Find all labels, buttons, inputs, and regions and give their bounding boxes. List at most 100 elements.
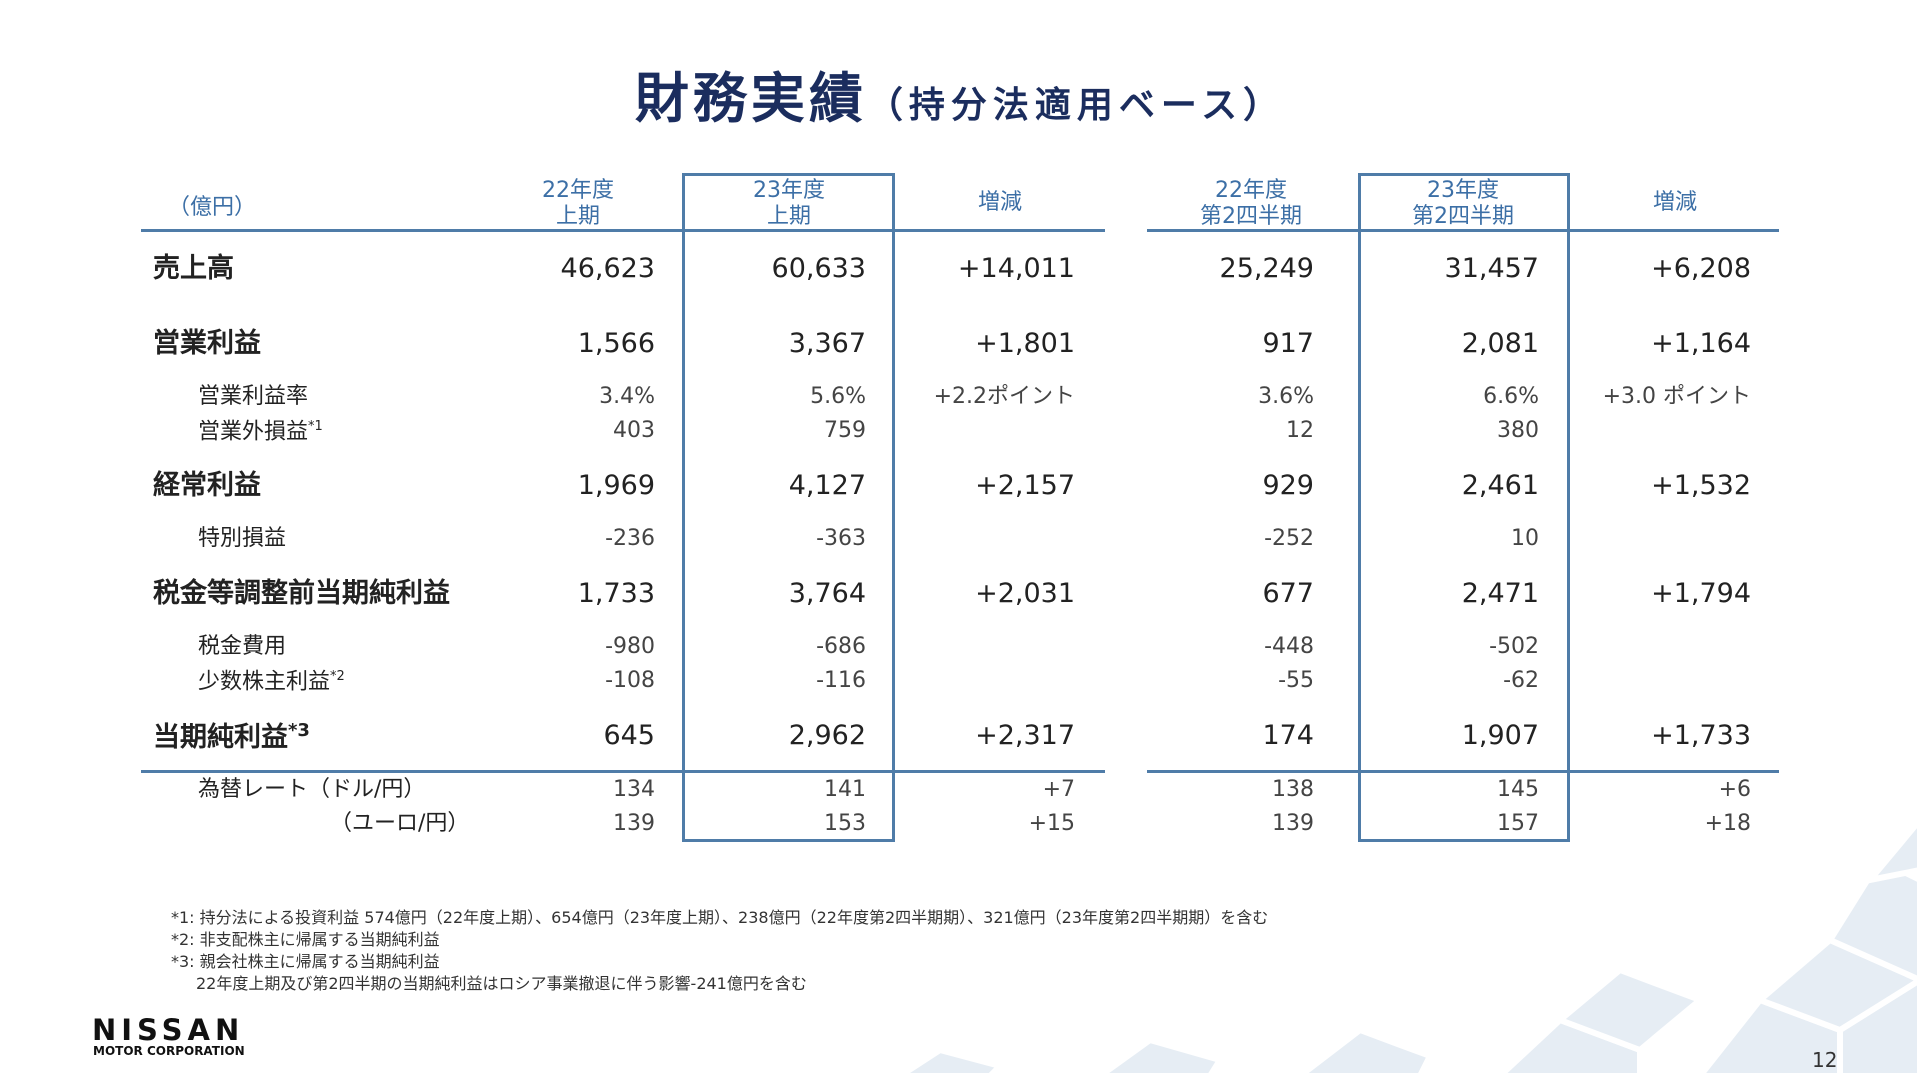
highlight-box <box>682 173 895 842</box>
cell: 139 <box>1272 811 1314 836</box>
column-header: 23年度 第2四半期 <box>1353 178 1573 230</box>
title-main: 財務実績 <box>634 67 867 130</box>
rate-rule <box>141 770 1105 773</box>
header-line: 22年度 <box>1215 178 1287 203</box>
cell: 153 <box>824 811 866 836</box>
cell: +3.0 ポイント <box>1602 384 1751 409</box>
rate-rule <box>1147 770 1779 773</box>
cell: 1,566 <box>577 327 655 359</box>
row-label: 当期純利益*3 <box>153 719 310 753</box>
cell: -502 <box>1489 634 1539 659</box>
cell: -252 <box>1264 526 1314 551</box>
cell: +2.2ポイント <box>933 384 1075 409</box>
cell: 677 <box>1262 577 1314 609</box>
cell: 141 <box>824 777 866 802</box>
header-line: 第2四半期 <box>1412 204 1514 229</box>
label-text: 経常利益 <box>153 469 261 501</box>
label-text: 営業外損益 <box>198 419 309 445</box>
row-label: 営業外損益*1 <box>198 420 323 443</box>
cell: +1,733 <box>1651 719 1751 751</box>
footnote: 22年度上期及び第2四半期の当期純利益はロシア事業撤退に伴う影響-241億円を含… <box>196 974 807 993</box>
row-label: 経常利益 <box>153 472 261 499</box>
cell: +2,031 <box>975 577 1075 609</box>
cell: 10 <box>1511 526 1539 551</box>
header-rule <box>141 229 1105 232</box>
subtitle: （持分法適用ベース） <box>866 85 1286 126</box>
cell: -116 <box>816 668 866 693</box>
row-label: 営業利益 <box>153 330 261 357</box>
column-header: 23年度 上期 <box>679 178 899 230</box>
label-text: 為替レート（ドル/円） <box>198 777 426 802</box>
cell: 403 <box>613 418 655 443</box>
cell: 2,962 <box>788 719 866 751</box>
header-line: 上期 <box>555 204 600 229</box>
cell: 174 <box>1262 719 1314 751</box>
cell: +6,208 <box>1651 252 1751 284</box>
cell: 2,081 <box>1461 327 1539 359</box>
cell: -363 <box>816 526 866 551</box>
header-line: 22年度 <box>542 178 614 203</box>
cell: 46,623 <box>560 252 655 284</box>
header-line: 23年度 <box>753 178 825 203</box>
cell: -236 <box>605 526 655 551</box>
unit: （億円） <box>168 195 257 220</box>
column-header: 増減 <box>1565 190 1785 216</box>
cell: +1,801 <box>975 327 1075 359</box>
header-rule <box>1147 229 1779 232</box>
label-text: 税金費用 <box>198 634 287 659</box>
cell: 145 <box>1497 777 1539 802</box>
cell: 2,461 <box>1461 469 1539 501</box>
row-label: 為替レート（ドル/円） <box>198 779 425 801</box>
header-line: 増減 <box>1652 190 1697 215</box>
label-text: 当期純利益 <box>153 721 288 753</box>
cell: +2,317 <box>975 719 1075 751</box>
row-label: 特別損益 <box>198 528 286 550</box>
label-text: 特別損益 <box>198 526 287 551</box>
note-mark: *2 <box>330 669 345 684</box>
cell: 31,457 <box>1444 252 1539 284</box>
cell: 1,969 <box>577 469 655 501</box>
cell: -55 <box>1278 668 1314 693</box>
header-line: 23年度 <box>1427 178 1499 203</box>
cell: 4,127 <box>788 469 866 501</box>
cell: +14,011 <box>957 252 1075 284</box>
cell: -980 <box>605 634 655 659</box>
footnote: *2: 非支配株主に帰属する当期純利益 <box>171 930 440 949</box>
logo-name: NISSAN <box>92 1013 245 1047</box>
label-text: 税金等調整前当期純利益 <box>153 577 450 609</box>
note-mark: *3 <box>288 719 310 741</box>
cell: +2,157 <box>975 469 1075 501</box>
cell: 2,471 <box>1461 577 1539 609</box>
cell: +6 <box>1718 777 1751 802</box>
note-mark: *1 <box>308 419 323 434</box>
highlight-box <box>1358 173 1570 842</box>
label-text: 少数株主利益 <box>198 669 331 695</box>
cell: 3.4% <box>599 384 655 409</box>
cell: 5.6% <box>810 384 866 409</box>
footnote: *3: 親会社株主に帰属する当期純利益 <box>171 952 440 971</box>
cell: 1,733 <box>577 577 655 609</box>
label-text: （ユーロ/円） <box>330 811 470 836</box>
header-line: 第2四半期 <box>1200 204 1302 229</box>
cell: 3.6% <box>1258 384 1314 409</box>
title: 財務実績（持分法適用ベース） <box>0 72 1920 126</box>
cell: +15 <box>1028 811 1075 836</box>
cell: 25,249 <box>1219 252 1314 284</box>
cell: 3,367 <box>788 327 866 359</box>
label-text: 営業利益率 <box>198 384 309 409</box>
cell: 157 <box>1497 811 1539 836</box>
row-label: 少数株主利益*2 <box>198 670 345 693</box>
cell: -108 <box>605 668 655 693</box>
cell: +18 <box>1704 811 1751 836</box>
footnote: *1: 持分法による投資利益 574億円（22年度上期）、654億円（23年度上… <box>171 908 1269 927</box>
column-header: 22年度 上期 <box>468 178 688 230</box>
cell: -686 <box>816 634 866 659</box>
cell: 60,633 <box>771 252 866 284</box>
cell: 380 <box>1497 418 1539 443</box>
cell: -448 <box>1264 634 1314 659</box>
row-label: 売上高 <box>153 255 234 282</box>
cell: +1,164 <box>1651 327 1751 359</box>
cell: 12 <box>1286 418 1314 443</box>
label-text: 営業利益 <box>153 327 261 359</box>
